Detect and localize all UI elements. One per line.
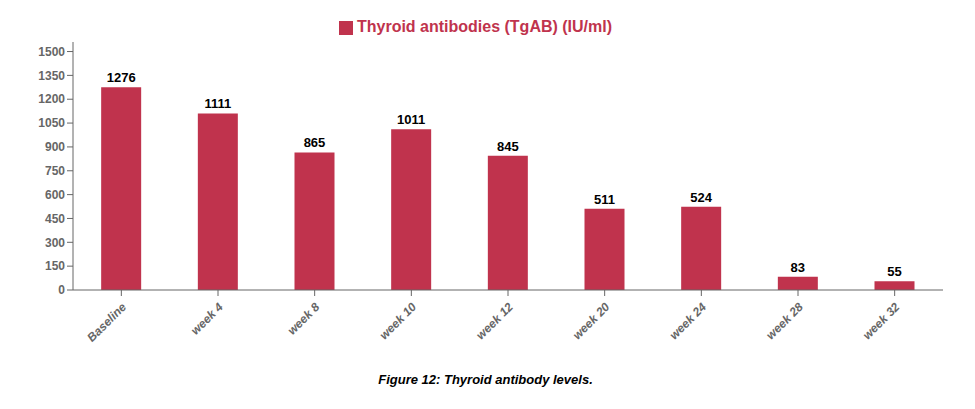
- svg-text:55: 55: [887, 264, 901, 279]
- svg-text:week 32: week 32: [860, 300, 903, 343]
- svg-text:week 28: week 28: [763, 300, 806, 343]
- svg-text:1050: 1050: [38, 116, 65, 130]
- svg-text:1111: 1111: [204, 96, 231, 111]
- svg-text:83: 83: [791, 260, 805, 275]
- svg-text:524: 524: [690, 190, 712, 205]
- svg-text:511: 511: [594, 192, 615, 207]
- svg-text:865: 865: [304, 135, 326, 150]
- svg-text:week 24: week 24: [667, 300, 710, 343]
- svg-text:750: 750: [45, 164, 65, 178]
- html-text:Thyroid antibodies (TgAB) (IU/: Thyroid antibodies (TgAB) (IU/ml): [357, 18, 612, 35]
- svg-text:1200: 1200: [38, 92, 65, 106]
- svg-text:900: 900: [45, 140, 65, 154]
- svg-text:1011: 1011: [397, 112, 425, 127]
- svg-text:1276: 1276: [107, 70, 136, 85]
- svg-text:600: 600: [45, 188, 65, 202]
- svg-text:300: 300: [45, 236, 65, 250]
- svg-text:week 20: week 20: [570, 300, 613, 343]
- svg-text:845: 845: [497, 139, 519, 154]
- svg-text:150: 150: [45, 259, 65, 273]
- html-text:Figure 12: Thyroid antibody le: Figure 12: Thyroid antibody levels.: [378, 372, 593, 387]
- svg-text:1500: 1500: [38, 45, 65, 59]
- svg-text:Baseline: Baseline: [84, 300, 129, 345]
- svg-text:1350: 1350: [38, 69, 65, 83]
- svg-text:0: 0: [58, 283, 65, 297]
- svg-text:week 10: week 10: [377, 300, 420, 343]
- svg-text:week 4: week 4: [188, 300, 226, 338]
- svg-text:week 8: week 8: [285, 300, 323, 338]
- svg-text:450: 450: [45, 212, 65, 226]
- svg-text:week 12: week 12: [473, 300, 516, 343]
